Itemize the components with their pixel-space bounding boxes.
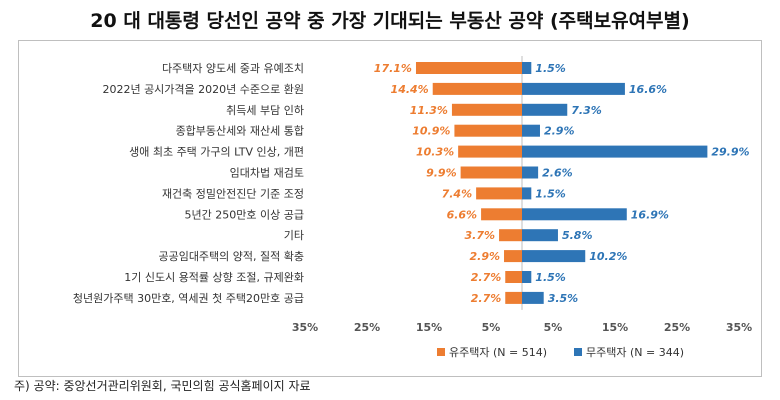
bar-owner — [415, 62, 522, 74]
bar-owner — [451, 103, 522, 116]
category-label: 재건축 정밀안전진단 기준 조정 — [162, 187, 304, 200]
legend-swatch-non-owner — [574, 348, 582, 356]
data-label-owner: 7.4% — [442, 187, 473, 200]
bar-owner — [499, 229, 522, 242]
category-label: 종합부동산세와 재산세 통합 — [176, 125, 304, 138]
bar-non-owner — [522, 145, 708, 158]
chart-title: 20 대 대통령 당선인 공약 중 가장 기대되는 부동산 공약 (주택보유여부… — [90, 10, 690, 32]
data-label-owner: 10.9% — [412, 125, 450, 138]
data-label-non-owner: 1.5% — [535, 271, 566, 284]
bar-non-owner — [522, 166, 539, 179]
chart-frame: 다주택자 양도세 중과 유예조치 17.1% 1.5% 2022년 공시가격을 202… — [18, 40, 762, 377]
data-label-owner: 9.9% — [426, 167, 457, 180]
data-label-owner: 17.1% — [374, 62, 412, 75]
bar-non-owner — [522, 229, 558, 242]
category-label: 5년간 250만호 이상 공급 — [185, 208, 304, 221]
data-label-non-owner: 2.9% — [544, 125, 575, 138]
bar-non-owner — [522, 82, 625, 95]
data-label-non-owner: 5.8% — [562, 229, 593, 242]
bar-owner — [505, 291, 522, 304]
category-label: 청년원가주택 30만호, 역세권 첫 주택20만호 공급 — [73, 292, 304, 305]
data-label-non-owner: 1.5% — [535, 187, 566, 200]
category-label: 취득세 부담 인하 — [226, 103, 304, 117]
bar-owner — [432, 82, 522, 95]
data-label-non-owner: 16.6% — [629, 83, 667, 96]
x-tick-label: 15% — [416, 321, 442, 334]
legend-swatch-owner — [437, 348, 445, 356]
data-label-non-owner: 10.2% — [589, 250, 627, 263]
data-label-owner: 14.4% — [391, 83, 429, 96]
data-label-non-owner: 3.5% — [548, 292, 579, 305]
bar-owner — [504, 250, 522, 263]
legend-label-owner: 유주택자 (N = 514) — [449, 346, 547, 359]
x-tick-label: 35% — [726, 321, 752, 334]
bar-non-owner — [522, 103, 568, 116]
data-label-owner: 2.9% — [470, 250, 501, 263]
data-label-owner: 2.7% — [471, 271, 502, 284]
category-label: 기타 — [284, 229, 304, 242]
data-label-non-owner: 2.6% — [542, 167, 573, 180]
source-note: 주) 공약: 중앙선거관리위원회, 국민의힘 공식홈페이지 자료 — [14, 379, 311, 393]
data-label-non-owner: 7.3% — [571, 104, 602, 117]
bar-owner — [458, 145, 522, 158]
x-tick-label: 25% — [354, 321, 380, 334]
data-label-owner: 2.7% — [471, 292, 502, 305]
category-label: 2022년 공시가격을 2020년 수준으로 환원 — [102, 83, 304, 96]
data-label-non-owner: 16.9% — [631, 208, 669, 221]
data-label-owner: 11.3% — [410, 104, 448, 117]
bar-non-owner — [522, 124, 540, 137]
category-label: 임대차법 재검토 — [230, 167, 304, 180]
x-tick-label: 15% — [602, 321, 628, 334]
legend-label-non-owner: 무주택자 (N = 344) — [586, 346, 684, 359]
bar-chart: 다주택자 양도세 중과 유예조치 17.1% 1.5% 2022년 공시가격을 202… — [73, 56, 752, 359]
category-label: 1기 신도시 용적률 상향 조절, 규제완화 — [124, 271, 304, 284]
bar-non-owner — [522, 62, 532, 74]
bar-owner — [460, 166, 522, 179]
bar-non-owner — [522, 291, 544, 304]
bar-non-owner — [522, 271, 532, 283]
bar-non-owner — [522, 187, 532, 200]
category-label: 공공임대주택의 양적, 질적 확충 — [158, 250, 304, 263]
x-tick-label: 5% — [544, 321, 563, 334]
bar-owner — [476, 187, 522, 200]
data-label-non-owner: 29.9% — [711, 146, 749, 159]
data-label-owner: 3.7% — [465, 229, 496, 242]
data-label-non-owner: 1.5% — [535, 62, 566, 75]
category-label: 생애 최초 주택 가구의 LTV 인상, 개편 — [129, 146, 304, 159]
x-tick-label: 25% — [664, 321, 690, 334]
bar-owner — [454, 124, 522, 137]
data-label-owner: 6.6% — [447, 208, 478, 221]
category-label: 다주택자 양도세 중과 유예조치 — [162, 62, 304, 75]
data-label-owner: 10.3% — [416, 146, 454, 159]
x-tick-label: 35% — [292, 321, 318, 334]
bar-owner — [481, 208, 522, 221]
bar-non-owner — [522, 250, 586, 263]
bar-owner — [505, 271, 522, 283]
bar-non-owner — [522, 208, 627, 221]
x-tick-label: 5% — [482, 321, 501, 334]
